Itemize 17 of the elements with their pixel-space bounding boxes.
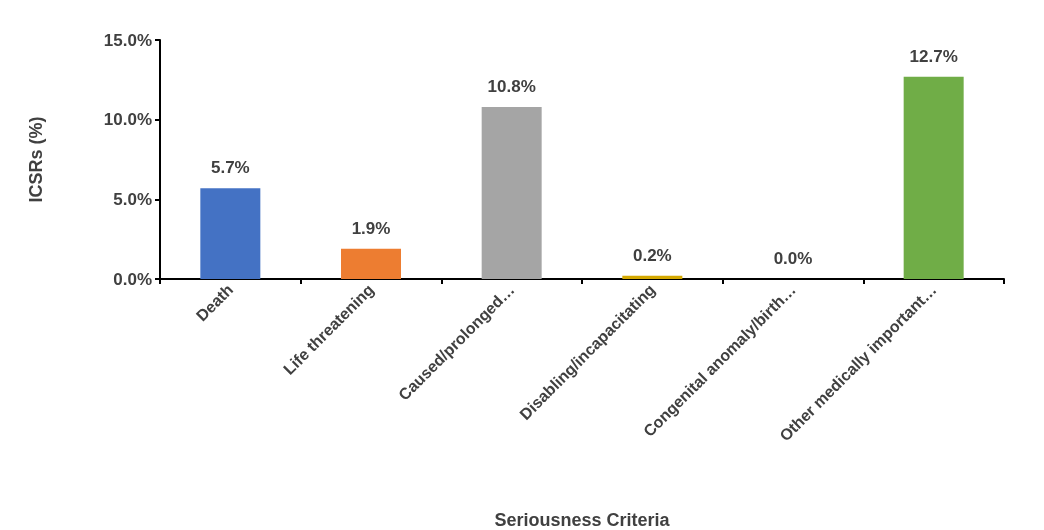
y-tick-label: 5.0% — [113, 189, 152, 209]
x-axis-title: Seriousness Criteria — [494, 510, 671, 530]
bar — [341, 248, 401, 279]
y-axis-title: ICSRs (%) — [26, 116, 46, 203]
data-label: 0.2% — [632, 245, 672, 265]
data-label: 1.9% — [351, 218, 391, 238]
data-label: 0.0% — [773, 249, 813, 268]
y-tick-label: 0.0% — [113, 269, 152, 289]
bar — [622, 275, 683, 279]
data-label: 5.7% — [210, 158, 250, 178]
y-tick-label: 15.0% — [103, 30, 152, 50]
data-label: 12.7% — [909, 46, 958, 66]
y-tick-label: 10.0% — [103, 110, 152, 130]
bar — [903, 76, 964, 279]
bar — [481, 106, 542, 279]
bar — [200, 188, 261, 279]
data-label: 10.8% — [487, 76, 536, 96]
